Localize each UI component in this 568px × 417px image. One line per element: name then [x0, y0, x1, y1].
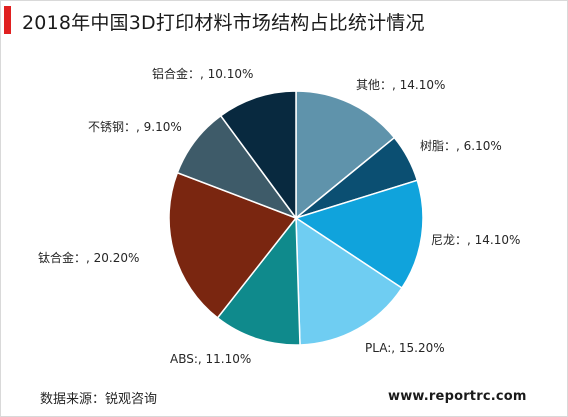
pie-slice-4	[295, 216, 403, 346]
watermark-text: www.reportrc.com	[388, 389, 527, 404]
pie-slice-1	[295, 90, 396, 220]
pie-slice-8	[219, 90, 297, 221]
slice-label-3: 尼龙：, 14.10%	[431, 233, 520, 247]
slice-label-4: PLA:, 15.20%	[365, 341, 445, 355]
pie-slice-5	[216, 215, 301, 346]
slice-label-8: 铝合金：, 10.10%	[152, 66, 253, 81]
title-accent-bar	[4, 6, 11, 34]
source-note: 数据来源：锐观咨询	[40, 392, 158, 407]
pie-slice-3	[294, 179, 424, 290]
slice-label-2: 树脂：, 6.10%	[420, 138, 502, 153]
slice-label-6: 钛合金：, 20.20%	[38, 250, 139, 265]
slice-label-1: 其他：, 14.10%	[356, 78, 445, 92]
pie-slice-6	[168, 171, 298, 319]
slice-label-5: ABS:, 11.10%	[170, 352, 251, 366]
chart-title: 2018年中国3D打印材料市场结构占比统计情况	[22, 12, 425, 34]
slice-label-7: 不锈钢：, 9.10%	[88, 120, 182, 134]
